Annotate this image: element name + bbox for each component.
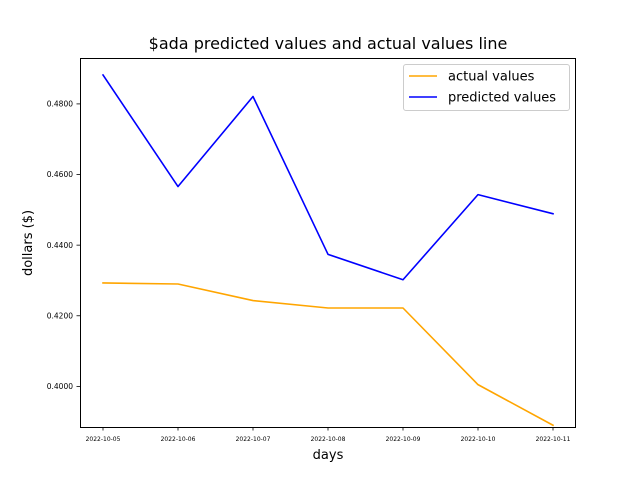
x-tick-label: 2022-10-05: [86, 436, 121, 443]
y-tick-label: 0.4200: [47, 311, 73, 320]
y-tick-label: 0.4800: [47, 100, 73, 109]
x-tick-label: 2022-10-06: [161, 436, 196, 443]
y-tick-label: 0.4400: [47, 241, 73, 250]
series-line-1: [101, 73, 554, 281]
y-tick-label: 0.4600: [47, 170, 73, 179]
plot-lines: [101, 73, 555, 427]
series-line-0: [102, 282, 555, 427]
x-tick-label: 2022-10-09: [386, 436, 421, 443]
x-tick-label: 2022-10-11: [536, 436, 571, 443]
legend-label-0: actual values: [448, 70, 535, 85]
y-axis: 0.4000 0.4200 0.4400 0.4600 0.4800: [47, 100, 80, 391]
x-tick-label: 2022-10-08: [311, 436, 346, 443]
y-tick-label: 0.4000: [47, 382, 73, 391]
chart-title: $ada predicted values and actual values …: [149, 34, 508, 53]
legend: actual values predicted values: [403, 64, 570, 111]
plot-frame: [80, 58, 576, 428]
x-axis-label: days: [313, 448, 344, 463]
x-axis: 2022-10-05 2022-10-06 2022-10-07 2022-10-08…: [86, 427, 571, 443]
y-axis-label: dollars ($): [21, 210, 36, 276]
legend-box: [403, 64, 570, 111]
legend-label-1: predicted values: [448, 91, 556, 106]
x-tick-label: 2022-10-07: [236, 436, 271, 443]
x-tick-label: 2022-10-10: [461, 436, 496, 443]
